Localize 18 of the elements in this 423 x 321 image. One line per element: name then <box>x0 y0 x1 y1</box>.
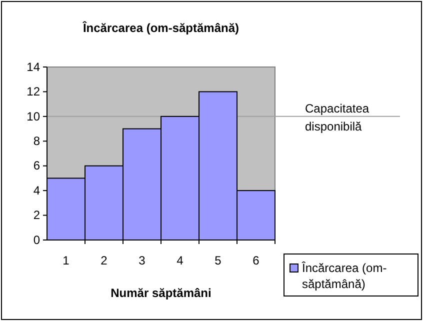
x-tick-label: 3 <box>138 254 146 268</box>
x-tick-label: 5 <box>214 254 222 268</box>
x-tick-label: 2 <box>100 254 108 268</box>
y-tick-label: 12 <box>26 84 40 99</box>
y-tick-label: 6 <box>33 158 40 173</box>
x-tick-label: 1 <box>62 254 70 268</box>
x-axis-title: Număr săptămâni <box>110 286 212 300</box>
y-tick-label: 2 <box>33 208 40 222</box>
legend-label: Încărcarea (om-săptămână) <box>301 261 387 291</box>
y-tick-label: 4 <box>33 183 40 198</box>
x-tick-label: 6 <box>252 254 260 268</box>
chart-title: Încărcarea (om-săptămână) <box>82 21 240 35</box>
y-tick-label: 14 <box>26 60 40 74</box>
x-tick-label: 4 <box>176 254 184 268</box>
y-tick-label: 10 <box>26 109 40 124</box>
y-tick-label: 8 <box>33 134 40 148</box>
y-tick-label: 0 <box>33 232 40 247</box>
ref-line-label: Capacitatea disponibilă <box>305 101 370 134</box>
